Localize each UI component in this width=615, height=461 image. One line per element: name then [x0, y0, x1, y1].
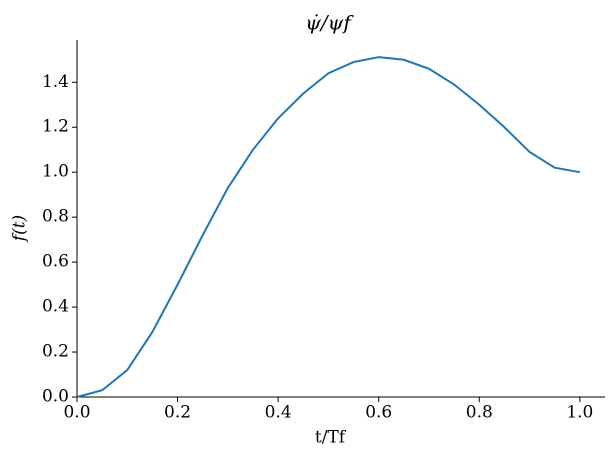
y-tick-label: 0.8 — [42, 207, 69, 227]
x-tick-label: 0.8 — [466, 403, 493, 423]
y-tick-label: 1.0 — [42, 162, 69, 182]
x-tick-label: 0.6 — [365, 403, 392, 423]
x-tick-label: 0.4 — [265, 403, 292, 423]
x-axis-label: t/Tf — [315, 428, 347, 448]
y-tick-label: 1.2 — [42, 117, 69, 137]
y-tick-label: 1.4 — [42, 72, 69, 92]
chart-title: ψ̇/ψf — [305, 11, 354, 35]
data-line — [76, 56, 581, 398]
y-tick-label: 0.6 — [42, 252, 69, 272]
x-tick-label: 0.2 — [164, 403, 191, 423]
x-tick-label: 0.0 — [63, 403, 90, 423]
x-tick-label: 1.0 — [566, 403, 593, 423]
y-tick-label: 0.0 — [42, 387, 69, 407]
y-axis-label: f(t) — [10, 215, 30, 243]
y-tick-label: 0.4 — [42, 297, 69, 317]
y-tick-label: 0.2 — [42, 342, 69, 362]
